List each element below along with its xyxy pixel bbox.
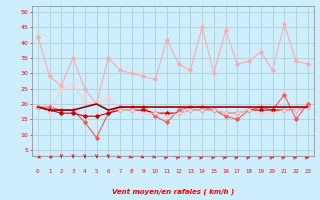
X-axis label: Vent moyen/en rafales ( km/h ): Vent moyen/en rafales ( km/h ) <box>112 188 234 195</box>
